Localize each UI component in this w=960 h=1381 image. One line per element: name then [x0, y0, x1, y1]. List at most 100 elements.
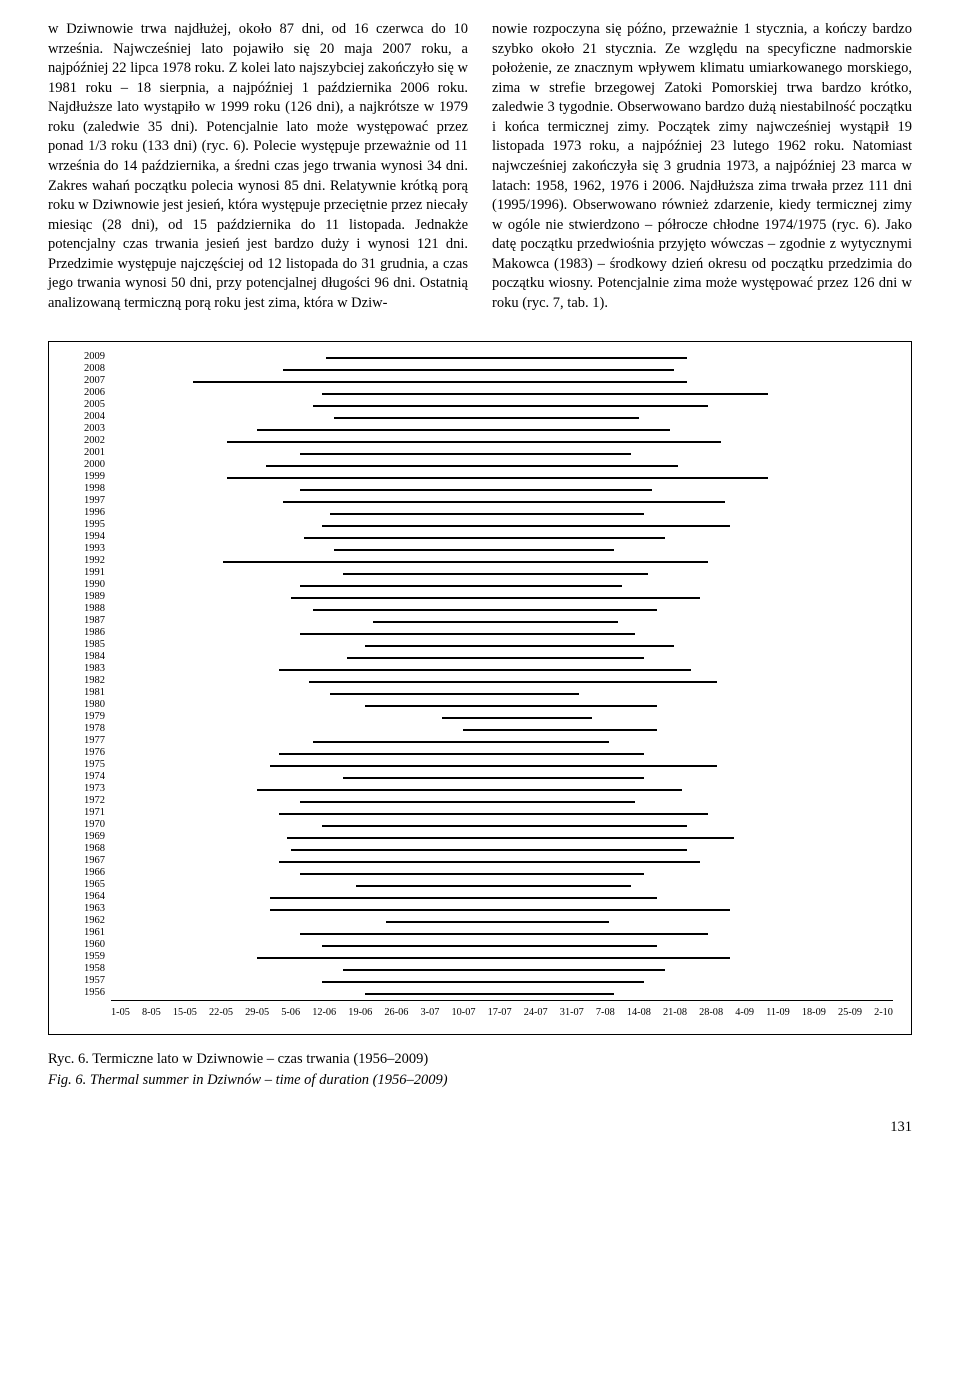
chart-row: [111, 388, 893, 400]
chart-row: [111, 820, 893, 832]
duration-bar: [300, 633, 635, 635]
chart-row: [111, 400, 893, 412]
duration-bar: [291, 597, 699, 599]
x-tick-label: 17-07: [488, 1007, 512, 1018]
chart-row: [111, 568, 893, 580]
chart-row: [111, 988, 893, 1000]
chart-row: [111, 364, 893, 376]
chart-row: [111, 580, 893, 592]
chart-row: [111, 964, 893, 976]
duration-bar: [365, 705, 657, 707]
duration-bar: [322, 393, 769, 395]
chart-row: [111, 592, 893, 604]
chart-row: [111, 508, 893, 520]
duration-bar: [193, 381, 687, 383]
duration-bar: [227, 477, 768, 479]
chart-row: [111, 472, 893, 484]
chart-row: [111, 736, 893, 748]
chart-row: [111, 916, 893, 928]
duration-bar: [304, 537, 665, 539]
x-tick-label: 29-05: [245, 1007, 269, 1018]
chart-row: [111, 688, 893, 700]
x-tick-label: 15-05: [173, 1007, 197, 1018]
x-tick-label: 18-09: [802, 1007, 826, 1018]
chart-row: [111, 892, 893, 904]
duration-bar: [300, 873, 644, 875]
duration-bar: [322, 525, 730, 527]
caption-line-pl: Ryc. 6. Termiczne lato w Dziwnowie – cza…: [48, 1049, 912, 1070]
chart-y-axis-years: 2009200820072006200520042003200220012000…: [67, 352, 105, 1000]
left-column: w Dziwnowie trwa najdłużej, około 87 dni…: [48, 20, 468, 313]
duration-bar: [287, 837, 734, 839]
duration-bar: [313, 609, 657, 611]
chart-row: [111, 676, 893, 688]
duration-bar: [442, 717, 592, 719]
duration-bar: [313, 405, 708, 407]
duration-bar: [343, 573, 648, 575]
duration-bar: [343, 969, 665, 971]
chart-row: [111, 808, 893, 820]
chart-row: [111, 796, 893, 808]
chart-row: [111, 376, 893, 388]
duration-bar: [257, 429, 669, 431]
duration-bar: [326, 357, 687, 359]
duration-bar: [347, 657, 643, 659]
duration-bar: [334, 549, 613, 551]
duration-bar: [270, 765, 717, 767]
duration-bar: [373, 621, 618, 623]
duration-bar: [270, 909, 730, 911]
x-tick-label: 12-06: [312, 1007, 336, 1018]
x-tick-label: 19-06: [348, 1007, 372, 1018]
figure-caption: Ryc. 6. Termiczne lato w Dziwnowie – cza…: [48, 1049, 912, 1091]
chart-row: [111, 460, 893, 472]
duration-bar: [300, 489, 652, 491]
duration-bar: [279, 753, 644, 755]
duration-bar: [257, 789, 682, 791]
x-tick-label: 1-05: [111, 1007, 130, 1018]
duration-bar: [279, 813, 709, 815]
x-tick-label: 22-05: [209, 1007, 233, 1018]
page-number: 131: [48, 1119, 912, 1136]
chart-row: [111, 544, 893, 556]
chart-row: [111, 616, 893, 628]
year-label: 1956: [67, 988, 105, 1000]
duration-bar: [313, 741, 609, 743]
chart-x-axis: 1-058-0515-0522-0529-055-0612-0619-0626-…: [111, 1000, 893, 1028]
duration-bar: [279, 669, 691, 671]
duration-bar: [322, 945, 657, 947]
duration-bar: [343, 777, 644, 779]
chart-row: [111, 628, 893, 640]
chart-row: [111, 532, 893, 544]
chart-row: [111, 856, 893, 868]
duration-bar: [266, 465, 678, 467]
duration-bar: [365, 645, 674, 647]
x-tick-label: 8-05: [142, 1007, 161, 1018]
right-column: nowie rozpoczyna się późno, przeważnie 1…: [492, 20, 912, 313]
x-tick-label: 11-09: [766, 1007, 790, 1018]
duration-bar: [291, 849, 686, 851]
duration-bar: [270, 897, 657, 899]
chart-row: [111, 868, 893, 880]
chart-row: [111, 976, 893, 988]
chart-row: [111, 436, 893, 448]
chart-row: [111, 520, 893, 532]
chart-row: [111, 412, 893, 424]
chart-row: [111, 784, 893, 796]
chart-row: [111, 448, 893, 460]
duration-bar: [463, 729, 656, 731]
chart-row: [111, 880, 893, 892]
x-tick-label: 26-06: [384, 1007, 408, 1018]
duration-bar: [309, 681, 717, 683]
x-tick-label: 10-07: [451, 1007, 475, 1018]
x-tick-label: 14-08: [627, 1007, 651, 1018]
caption-line-en: Fig. 6. Thermal summer in Dziwnów – time…: [48, 1070, 912, 1091]
body-text-columns: w Dziwnowie trwa najdłużej, około 87 dni…: [48, 20, 912, 313]
duration-bar: [257, 957, 730, 959]
duration-bar: [300, 585, 622, 587]
chart-row: [111, 772, 893, 784]
x-tick-label: 28-08: [699, 1007, 723, 1018]
chart-row: [111, 424, 893, 436]
duration-bar: [223, 561, 709, 563]
duration-bar: [227, 441, 721, 443]
figure-6-chart: 2009200820072006200520042003200220012000…: [48, 341, 912, 1035]
